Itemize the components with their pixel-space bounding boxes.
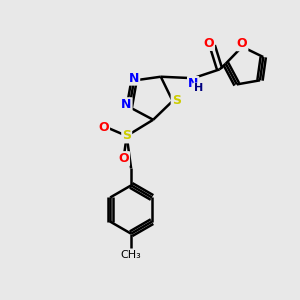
Text: O: O xyxy=(98,121,109,134)
Text: S: S xyxy=(172,94,181,107)
Text: O: O xyxy=(203,37,214,50)
Text: N: N xyxy=(121,98,132,111)
Text: N: N xyxy=(129,72,139,85)
Text: H: H xyxy=(194,83,203,94)
Text: N: N xyxy=(188,77,198,90)
Text: S: S xyxy=(122,129,131,142)
Text: O: O xyxy=(237,37,248,50)
Text: O: O xyxy=(118,152,129,165)
Text: CH₃: CH₃ xyxy=(121,250,142,260)
